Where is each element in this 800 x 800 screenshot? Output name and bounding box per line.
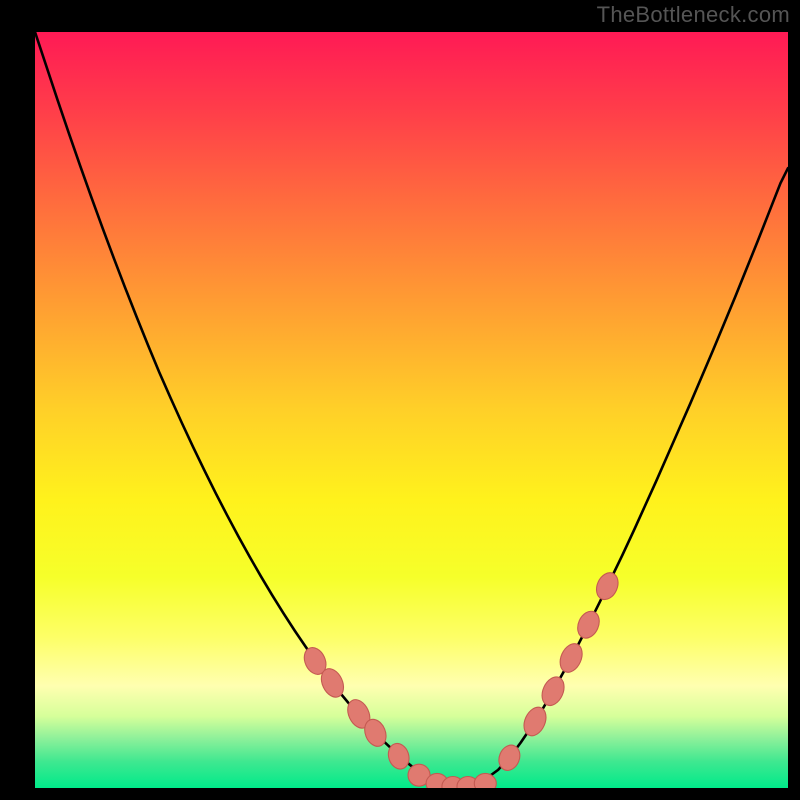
chart-frame: TheBottleneck.com xyxy=(0,0,800,800)
gradient-background xyxy=(35,32,788,788)
data-marker xyxy=(474,773,496,788)
watermark-text: TheBottleneck.com xyxy=(597,2,790,28)
bottleneck-curve-chart xyxy=(35,32,788,788)
plot-area xyxy=(35,32,788,788)
